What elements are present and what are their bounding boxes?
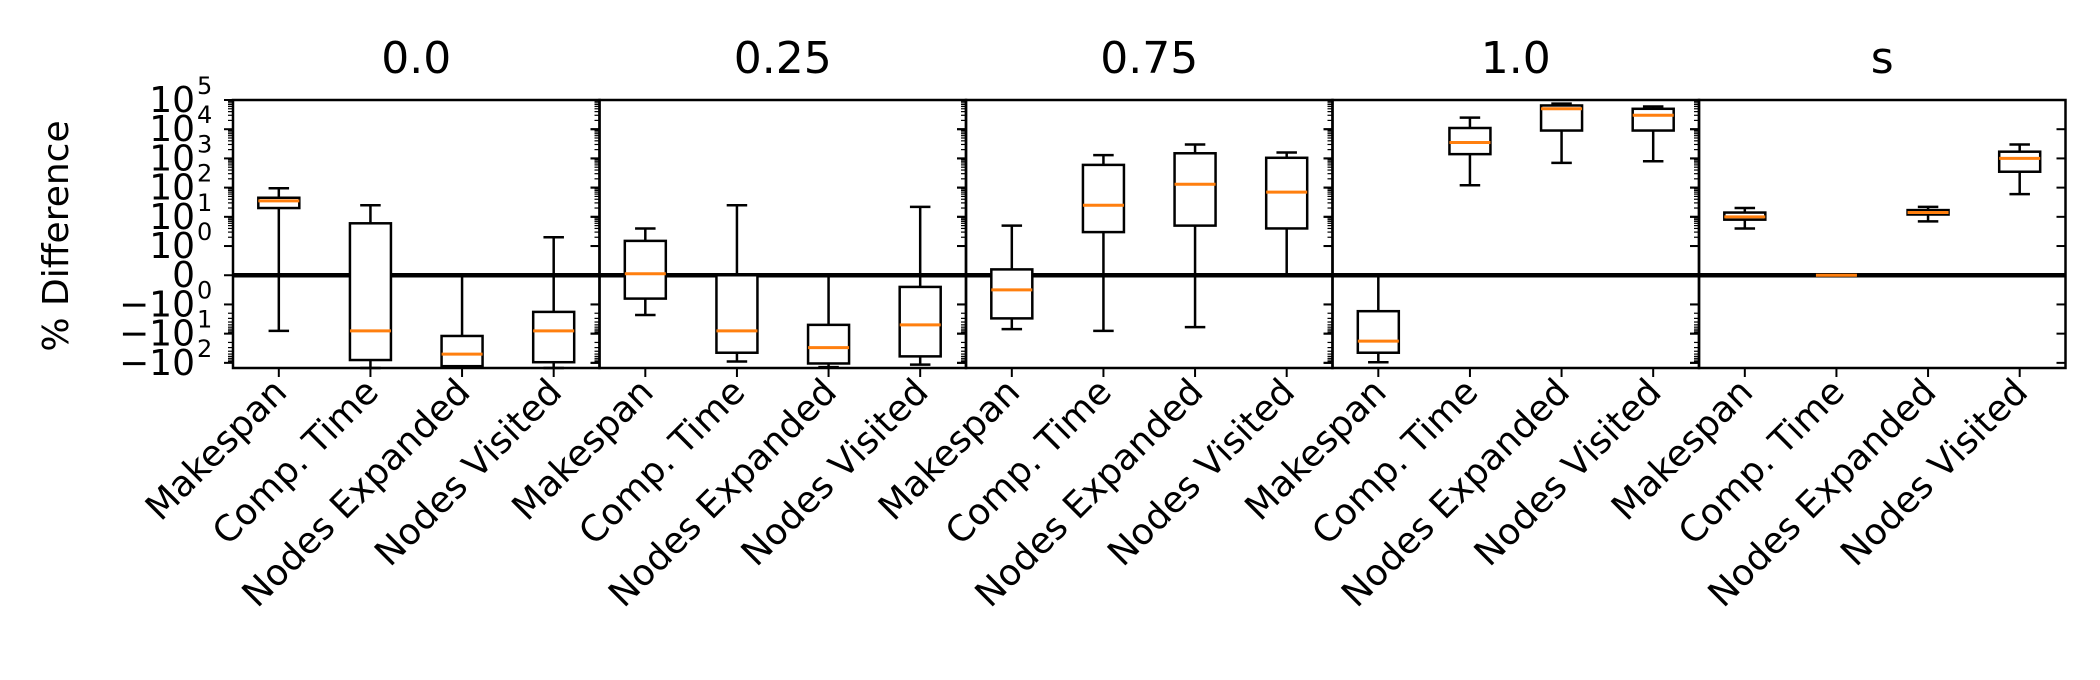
- box-comp-time: [1083, 155, 1124, 331]
- iqr-box: [350, 223, 391, 360]
- iqr-box: [1083, 165, 1124, 232]
- iqr-box: [442, 336, 483, 366]
- box-makespan: [1358, 275, 1399, 362]
- iqr-box: [533, 312, 574, 362]
- box-comp-time: [716, 205, 757, 361]
- y-tick-label-exponent: 0: [197, 276, 212, 304]
- iqr-box: [808, 325, 849, 364]
- box-nodes-expanded: [442, 275, 483, 367]
- box-comp-time: [350, 205, 391, 368]
- iqr-box: [1999, 152, 2040, 172]
- y-tick-label-exponent: 3: [197, 130, 212, 158]
- y-axis-label-layer: % Difference: [36, 120, 77, 351]
- iqr-box: [716, 275, 757, 352]
- box-comp-time: [1449, 118, 1490, 186]
- iqr-box: [991, 269, 1032, 318]
- box-nodes-visited: [1266, 152, 1307, 275]
- iqr-box: [1358, 311, 1399, 353]
- panel-title: 0.75: [1100, 33, 1198, 84]
- iqr-box: [1633, 109, 1674, 131]
- y-tick-label-exponent: 0: [197, 218, 212, 246]
- box-makespan: [258, 188, 299, 331]
- box-nodes-visited: [900, 207, 941, 365]
- iqr-box: [1175, 153, 1216, 225]
- box-nodes-visited: [1633, 106, 1674, 161]
- iqr-box: [625, 241, 666, 299]
- box-nodes-expanded: [1175, 144, 1216, 327]
- box-makespan: [1724, 208, 1765, 228]
- panel-title: s: [1871, 33, 1894, 84]
- panel-frame: [1699, 100, 2066, 368]
- panel-title: 0.25: [734, 33, 832, 84]
- box-nodes-visited: [533, 237, 574, 368]
- box-nodes-expanded: [1541, 104, 1582, 163]
- box-nodes-expanded: [808, 275, 849, 367]
- y-tick-label-exponent: 2: [197, 160, 212, 188]
- box-makespan: [991, 226, 1032, 330]
- panel-title: 1.0: [1481, 33, 1551, 84]
- y-tick-label-exponent: 5: [197, 72, 212, 100]
- y-axis-label: % Difference: [36, 120, 77, 351]
- panel-title: 0.0: [381, 33, 451, 84]
- panel-frame: [966, 100, 1333, 368]
- y-tick-label-exponent: 1: [197, 306, 212, 334]
- y-tick-label-exponent: 4: [197, 101, 212, 129]
- iqr-box: [258, 198, 299, 208]
- box-nodes-expanded: [1908, 207, 1949, 222]
- y-tick-label-exponent: 1: [197, 189, 212, 217]
- box-makespan: [625, 228, 666, 315]
- box-nodes-visited: [1999, 144, 2040, 194]
- iqr-box: [900, 287, 941, 356]
- y-tick-label-exponent: 2: [197, 335, 212, 363]
- y-tick-label: −10: [119, 343, 195, 384]
